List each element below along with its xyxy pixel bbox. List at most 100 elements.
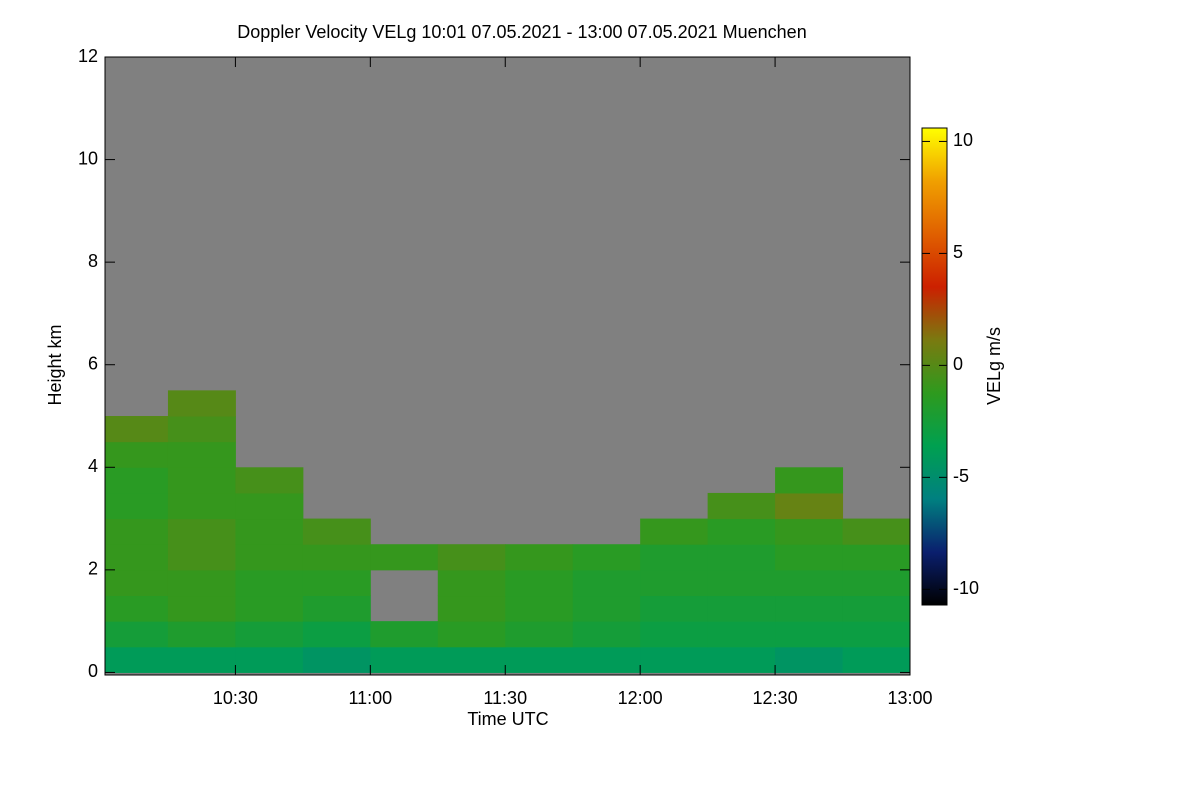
heatmap-cell [167, 569, 236, 597]
chart-title: Doppler Velocity VELg 10:01 07.05.2021 -… [237, 22, 806, 42]
heatmap-cell [842, 646, 910, 673]
heatmap-cell [235, 646, 304, 673]
y-tick-label: 10 [78, 148, 98, 168]
heatmap-cell [842, 621, 910, 648]
x-tick-label: 12:30 [753, 688, 798, 708]
heatmap-cell [105, 441, 169, 468]
heatmap-cell [370, 621, 439, 648]
heatmap-cell [437, 646, 506, 673]
heatmap-cell [640, 621, 709, 648]
plot-frame [104, 56, 911, 676]
heatmap-cell [302, 646, 371, 673]
heatmap-cell [235, 595, 304, 622]
heatmap-cell [437, 544, 506, 571]
heatmap-cell [775, 569, 844, 597]
colorbar-tick-label: 5 [953, 242, 963, 262]
heatmap-cell [842, 544, 910, 571]
colorbar-tick-label: -5 [953, 466, 969, 486]
y-axis-label: Height km [45, 324, 65, 405]
y-tick-label: 2 [88, 559, 98, 579]
heatmap-cell [775, 518, 844, 545]
heatmap-cell [105, 595, 169, 622]
heatmap-cell [235, 467, 304, 494]
heatmap-cell [105, 544, 169, 571]
heatmap-cell [302, 569, 371, 597]
heatmap-cell [640, 646, 709, 673]
heatmap-cell [370, 646, 439, 673]
heatmap-cell [105, 569, 169, 597]
colorbar-tick-label: -10 [953, 578, 979, 598]
heatmap-cell [707, 518, 776, 545]
heatmap-cell [640, 569, 709, 597]
heatmap-cell [775, 467, 844, 494]
heatmap-cell [505, 569, 574, 597]
x-tick-label: 10:30 [213, 688, 258, 708]
heatmap-cell [105, 416, 169, 443]
heatmap-cell [167, 595, 236, 622]
y-tick-label: 6 [88, 353, 98, 373]
heatmap-cell [167, 441, 236, 468]
heatmap-cell [167, 416, 236, 443]
heatmap-cell [572, 569, 641, 597]
heatmap-cell [775, 492, 844, 520]
heatmap-cell [775, 621, 844, 648]
heatmap-cell [235, 518, 304, 545]
heatmap-cell [167, 544, 236, 571]
heatmap-cell [775, 595, 844, 622]
x-tick-label: 11:30 [483, 688, 527, 708]
heatmap-cell [572, 544, 641, 571]
heatmap-cell [105, 518, 169, 545]
y-tick-label: 8 [88, 251, 98, 271]
heatmap-cell [505, 646, 574, 673]
heatmap-cell [572, 621, 641, 648]
heatmap-cell [707, 569, 776, 597]
heatmap-cell [105, 492, 169, 520]
heatmap-cell [505, 544, 574, 571]
heatmap-cell [167, 621, 236, 648]
colorbar-label: VELg m/s [984, 327, 1004, 405]
y-tick-label: 0 [88, 661, 98, 681]
heatmap-cell [775, 544, 844, 571]
colorbar-tick-label: 10 [953, 130, 973, 150]
heatmap-cell [640, 518, 709, 545]
heatmap-cell [572, 646, 641, 673]
heatmap-cell [505, 621, 574, 648]
heatmap-cell [707, 621, 776, 648]
heatmap-cell [302, 621, 371, 648]
heatmap-cell [235, 492, 304, 520]
heatmap-cell [302, 544, 371, 571]
heatmap-cell [437, 595, 506, 622]
heatmap-cell [105, 467, 169, 494]
x-tick-label: 13:00 [887, 688, 932, 708]
x-tick-label: 11:00 [348, 688, 392, 708]
heatmap-cell [707, 544, 776, 571]
x-tick-label: 12:00 [618, 688, 663, 708]
heatmap [105, 390, 910, 673]
heatmap-cell [302, 518, 371, 545]
x-axis-label: Time UTC [467, 709, 548, 729]
heatmap-cell [842, 518, 910, 545]
heatmap-cell [640, 544, 709, 571]
heatmap-cell [167, 646, 236, 673]
heatmap-cell [370, 544, 439, 571]
heatmap-cell [707, 492, 776, 520]
heatmap-cell [842, 569, 910, 597]
colorbar-tick-label: 0 [953, 354, 963, 374]
heatmap-cell [707, 646, 776, 673]
heatmap-cell [842, 595, 910, 622]
colorbar [921, 127, 948, 606]
heatmap-cell [235, 569, 304, 597]
y-tick-label: 4 [88, 456, 98, 476]
heatmap-cell [235, 621, 304, 648]
heatmap-cell [105, 646, 169, 673]
heatmap-cell [437, 621, 506, 648]
heatmap-cell [505, 595, 574, 622]
heatmap-cell [437, 569, 506, 597]
heatmap-cell [707, 595, 776, 622]
heatmap-cell [167, 467, 236, 494]
heatmap-cell [640, 595, 709, 622]
heatmap-cell [775, 646, 844, 673]
heatmap-cell [167, 492, 236, 520]
heatmap-cell [105, 621, 169, 648]
